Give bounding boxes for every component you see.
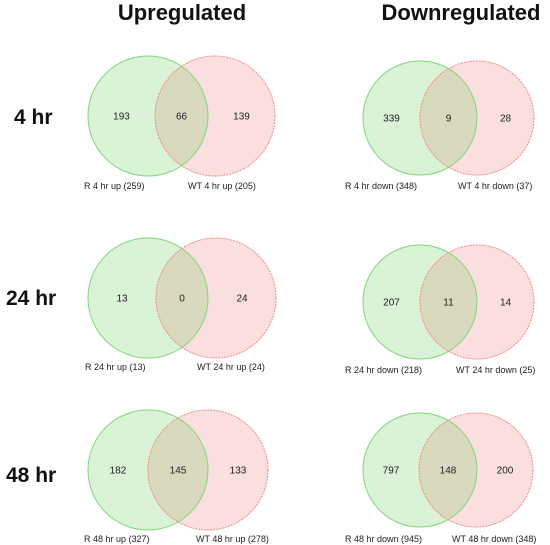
right-only-count: 14 [500, 298, 512, 309]
overlap-count: 0 [179, 294, 185, 305]
overlap-region [148, 410, 208, 530]
overlap-count: 148 [440, 466, 457, 477]
venn-diagram: 207 11 14 R 24 hr down (218) WT 24 hr down (… [345, 244, 535, 375]
right-set-outline [419, 244, 535, 360]
venn-diagram: 13 0 24 R 24 hr up (13) WT 24 hr up (24) [85, 237, 277, 372]
left-set-label: R 48 hr up (327) [84, 534, 150, 544]
venn-diagram: 339 9 28 R 4 hr down (348) WT 4 hr down (37) [345, 60, 535, 191]
left-only-count: 182 [110, 466, 127, 477]
right-only-count: 200 [497, 466, 514, 477]
column-title-upregulated: Upregulated [118, 0, 246, 25]
right-only-count: 139 [233, 112, 250, 123]
right-set-outline [419, 60, 535, 176]
right-only-count: 133 [230, 466, 247, 477]
right-set-label: WT 24 hr up (24) [197, 362, 265, 372]
venn-diagram: 193 66 139 R 4 hr up (259) WT 4 hr up (205) [84, 55, 276, 191]
right-set-label: WT 24 hr down (25) [456, 365, 535, 375]
overlap-region [420, 61, 477, 175]
overlap-count: 66 [176, 112, 188, 123]
left-only-count: 193 [113, 112, 130, 123]
right-only-count: 28 [500, 114, 512, 125]
left-only-count: 13 [116, 294, 128, 305]
overlap-region [155, 56, 208, 176]
right-set-label: WT 4 hr down (37) [458, 181, 532, 191]
row-label-4hr: 4 hr [14, 106, 53, 129]
row-label-24hr: 24 hr [6, 287, 56, 310]
right-set-label: WT 48 hr down (348) [452, 534, 536, 544]
left-only-count: 339 [383, 114, 400, 125]
venn-diagram: 182 145 133 R 48 hr up (327) WT 48 hr up (27… [84, 409, 269, 544]
left-set-label: R 4 hr up (259) [84, 181, 145, 191]
left-set-label: R 48 hr down (945) [345, 534, 422, 544]
right-set-outline [155, 237, 277, 359]
left-set-outline [87, 237, 209, 359]
left-set-label: R 4 hr down (348) [345, 181, 417, 191]
right-set-outline [418, 412, 534, 528]
column-title-downregulated: Downregulated [382, 0, 541, 25]
left-only-count: 207 [383, 298, 400, 309]
row-label-48hr: 48 hr [6, 464, 56, 487]
right-only-count: 24 [236, 294, 248, 305]
right-set-outline [154, 55, 276, 177]
right-set-outline [147, 409, 269, 531]
overlap-count: 9 [446, 114, 452, 125]
left-set-label: R 24 hr up (13) [85, 362, 146, 372]
overlap-count: 11 [443, 298, 454, 309]
left-set-outline [362, 412, 478, 528]
overlap-region [156, 238, 208, 358]
left-set-outline [87, 409, 209, 531]
left-set-label: R 24 hr down (218) [345, 365, 422, 375]
overlap-region [419, 413, 477, 527]
right-set-label: WT 48 hr up (278) [196, 534, 269, 544]
overlap-region [420, 245, 477, 359]
left-set-outline [362, 60, 478, 176]
venn-diagram: 797 148 200 R 48 hr down (945) WT 48 hr down… [345, 412, 536, 544]
right-set-label: WT 4 hr up (205) [188, 181, 256, 191]
left-only-count: 797 [383, 466, 400, 477]
overlap-count: 145 [170, 466, 187, 477]
left-set-outline [87, 55, 209, 177]
left-set-outline [362, 244, 478, 360]
